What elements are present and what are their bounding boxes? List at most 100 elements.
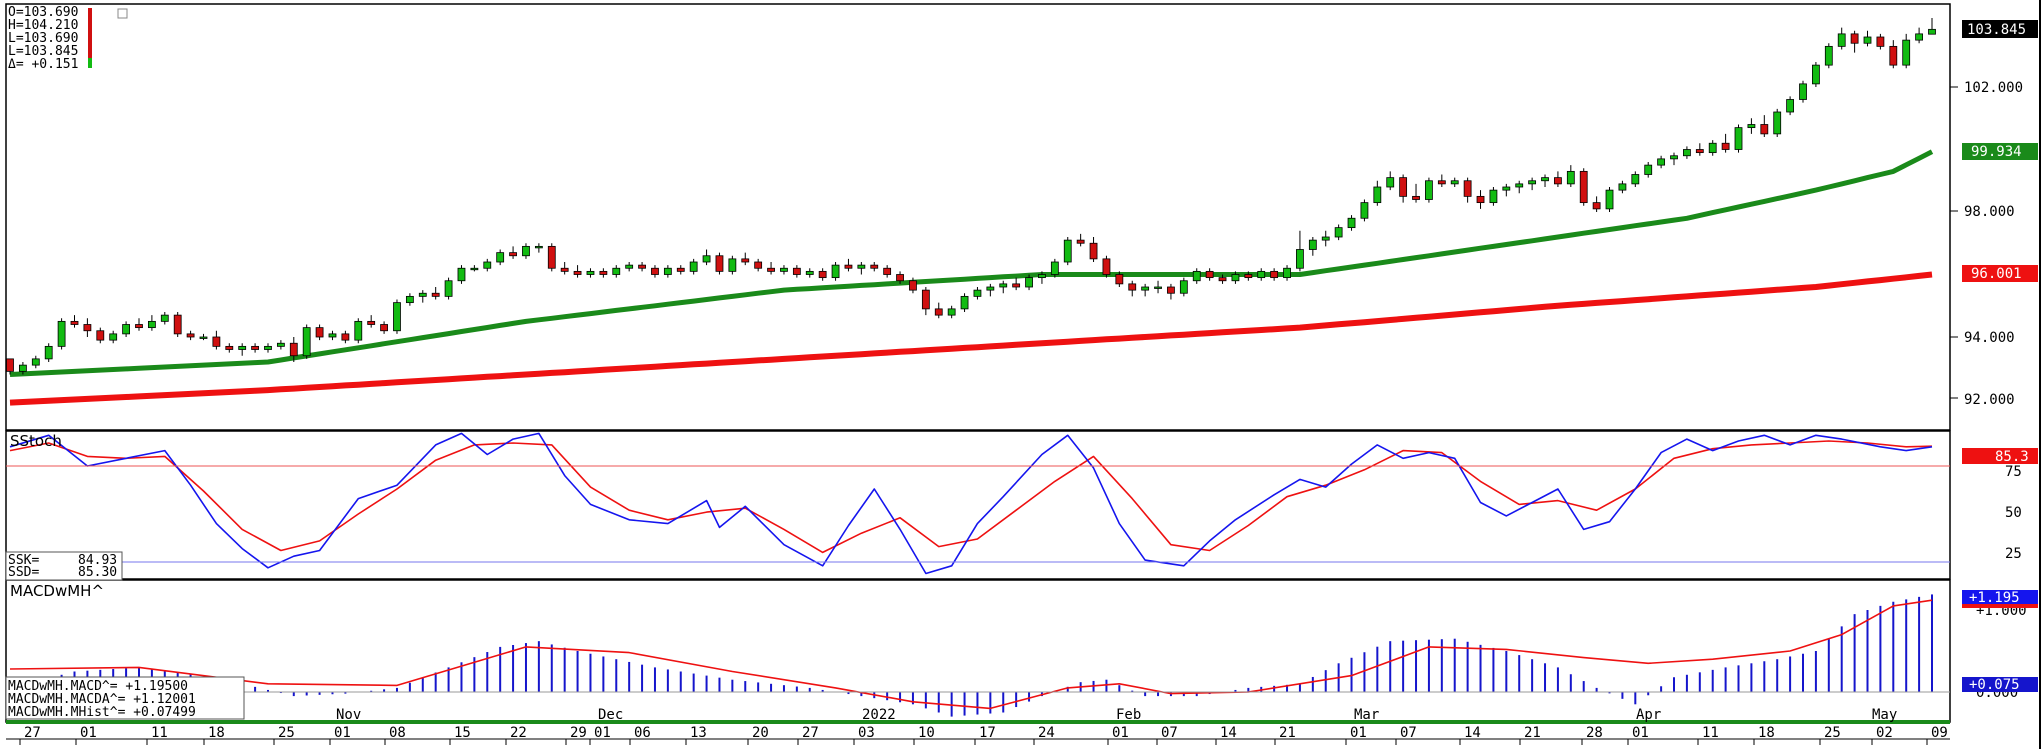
ohlc-change: Δ= +0.151 (8, 57, 78, 72)
candle-body (961, 296, 968, 309)
stoch-tag-text: 85.3 (1995, 449, 2029, 465)
candle-body (497, 253, 504, 262)
candle-body (1219, 278, 1226, 281)
candle-body (1335, 228, 1342, 237)
candle-body (1309, 240, 1316, 249)
candle (729, 256, 736, 275)
candle-body (1438, 181, 1445, 184)
candle-body (329, 334, 336, 337)
candle-body (1916, 34, 1923, 40)
candle-body (1064, 240, 1071, 262)
macd-readout-mhist: MACDwMH.MHist^= +0.07499 (8, 705, 196, 720)
candle-body (1593, 203, 1600, 209)
candle-body (1103, 259, 1110, 275)
stoch-tag: 85.3 (1962, 448, 2038, 465)
candle-body (639, 265, 646, 268)
candle-body (806, 271, 813, 274)
candle-body (1142, 287, 1149, 290)
x-day-label: 01 (80, 725, 97, 741)
x-day-label: 01 (594, 725, 611, 741)
candle-body (858, 265, 865, 268)
last-price-tag-text: 103.845 (1967, 22, 2026, 38)
candle-body (768, 268, 775, 271)
candle-body (1903, 40, 1910, 65)
price-tick-94: 94.000 (1964, 330, 2015, 346)
x-day-label: 13 (690, 725, 707, 741)
candle-body (1619, 184, 1626, 190)
macd-value-tag-text: +1.195 (1969, 590, 2020, 606)
ssd-label: SSD= (8, 565, 39, 580)
candle-body (548, 246, 555, 268)
candle-body (1180, 281, 1187, 294)
x-day-label: 09 (1931, 725, 1948, 741)
candle-body (742, 259, 749, 262)
stoch-title: SStoch (10, 432, 62, 450)
candle-body (987, 287, 994, 290)
candle-body (1851, 34, 1858, 43)
candle-body (1038, 275, 1045, 278)
candle-body (239, 346, 246, 349)
candle-body (1516, 184, 1523, 187)
candle-body (1271, 271, 1278, 277)
candle-body (1013, 284, 1020, 287)
candle-body (200, 337, 207, 339)
candle-body (1155, 287, 1162, 289)
candle-body (871, 265, 878, 268)
x-month-label: Mar (1354, 707, 1379, 723)
candle-body (703, 256, 710, 262)
candle-body (1000, 284, 1007, 287)
candle (1580, 168, 1587, 206)
candle-body (213, 337, 220, 346)
candle-body (226, 346, 233, 349)
candle-body (1232, 275, 1239, 281)
candle-body (1890, 46, 1897, 65)
x-day-label: 07 (1400, 725, 1417, 741)
candle-body (535, 246, 542, 248)
candle-body (1748, 125, 1755, 128)
candle-body (342, 334, 349, 340)
x-day-label: 28 (1586, 725, 1603, 741)
candle (1425, 178, 1432, 203)
candle (1361, 200, 1368, 222)
candle-body (1812, 65, 1819, 84)
candle-body (780, 268, 787, 271)
x-month-label: Feb (1116, 707, 1141, 723)
macd-readout: MACDwMH.MACD^= +1.19500 MACDwMH.MACDA^= … (6, 677, 244, 720)
candle-body (1632, 175, 1639, 184)
x-month-label: Apr (1636, 707, 1661, 723)
candle-body (264, 346, 271, 349)
ma-fast-tag-text: 99.934 (1971, 144, 2022, 160)
candle-body (1825, 46, 1832, 65)
candle (58, 318, 65, 349)
candle-body (832, 265, 839, 278)
candle-body (1206, 271, 1213, 277)
x-day-label: 21 (1279, 725, 1296, 741)
candle (174, 312, 181, 337)
candle (1490, 187, 1497, 206)
macd-hist-tag-text: +0.075 (1969, 677, 2020, 693)
candle-body (819, 271, 826, 277)
x-day-label: 11 (151, 725, 168, 741)
candle-body (484, 262, 491, 268)
candle-body (510, 253, 517, 256)
candle-body (935, 309, 942, 315)
candle-body (1554, 178, 1561, 184)
candle-body (97, 331, 104, 340)
candle (1051, 259, 1058, 278)
last-price-tag: 103.845 (1962, 20, 2038, 38)
candle (393, 300, 400, 334)
candle-body (690, 262, 697, 271)
candle-body (1077, 240, 1084, 243)
candle-body (1387, 178, 1394, 187)
stoch-tick-25: 25 (2005, 546, 2022, 562)
candle-body (1709, 143, 1716, 152)
candle-body (1245, 275, 1252, 278)
candle-body (587, 271, 594, 274)
candle-body (1413, 196, 1420, 199)
x-day-label: 24 (1038, 725, 1055, 741)
stoch-y-axis: 75 50 25 (2005, 464, 2022, 562)
candle-body (1645, 165, 1652, 174)
x-day-label: 11 (1702, 725, 1719, 741)
panel-menu-icon[interactable] (118, 9, 127, 18)
candle-body (1167, 287, 1174, 293)
